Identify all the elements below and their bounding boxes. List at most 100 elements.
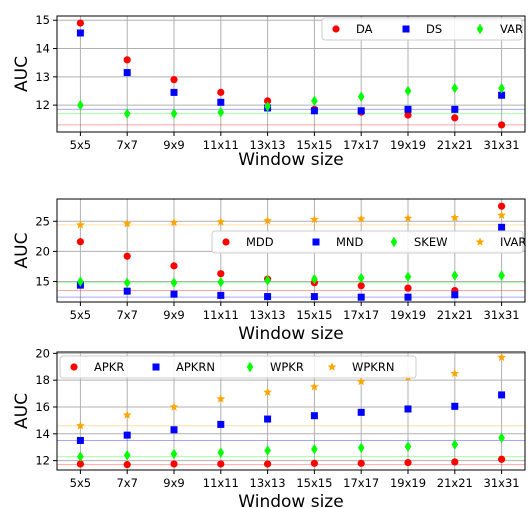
x-axis-label: Window size [238,324,343,344]
data-point-mnd [404,293,412,301]
data-point-mnd [310,293,318,301]
x-tick-label: 9x9 [163,308,184,322]
x-tick-label: 21x21 [437,308,473,322]
data-point-ds [451,105,459,113]
x-tick-label: 21x21 [437,476,473,490]
data-point-ivar [310,214,319,224]
data-point-da [451,114,459,122]
data-point-skew [123,277,131,288]
data-point-wpkr [357,442,365,454]
legend-box [59,355,417,379]
y-tick-label: 18 [35,373,50,387]
data-point-apkr [170,460,178,468]
data-point-ds [170,88,178,96]
legend: DA DS VAR [321,17,523,41]
data-point-skew [217,276,225,288]
data-point-wpkr [404,441,412,452]
legend-marker-wpkr [246,361,254,373]
legend-marker-ivar [475,237,485,246]
data-point-mdd [498,202,506,210]
data-point-apkr [498,455,506,463]
data-point-apkr [310,459,318,467]
x-tick-label: 15x15 [296,308,332,322]
data-point-mnd [357,293,365,301]
legend-marker-ds [402,25,410,33]
data-point-wpkr [498,432,505,444]
data-point-var [170,108,178,119]
data-point-var [498,82,505,94]
data-point-apkr [217,460,225,468]
data-point-apkrn [76,437,84,444]
data-point-ivar [122,219,132,228]
data-point-wpkr [451,439,459,450]
y-tick-label: 15 [35,13,50,27]
legend-marker-var [476,23,484,35]
data-point-skew [498,270,505,281]
data-point-var [404,85,412,97]
data-point-var [264,101,271,112]
data-point-apkrn [357,408,365,416]
data-point-wpkrn [76,421,85,430]
data-point-apkrn [217,420,225,428]
legend-label-skew: SKEW [414,235,447,249]
data-point-mdd [404,284,412,292]
data-point-wpkrn [122,410,132,419]
data-point-mnd [170,290,178,298]
legend-label-wpkr: WPKR [270,360,304,374]
chart-panel-3: 5x5 7x7 9x9 11x11 13x13 15x15 17x17 19x19 21x21 3… [12,346,526,508]
x-tick-label: 5x5 [70,138,91,152]
x-axis-label: Window size [238,492,343,508]
data-point-wpkrn [310,382,319,391]
data-point-var [217,106,225,118]
legend-label-var: VAR [500,22,523,36]
x-tick-label: 7x7 [116,308,137,322]
data-point-skew [264,275,271,286]
data-point-wpkr [123,450,131,461]
y-tick-label: 13 [35,70,50,84]
x-tick-label: 9x9 [163,138,184,152]
data-point-wpkr [217,447,225,458]
data-point-ds [310,107,318,115]
data-point-mdd [357,282,365,290]
data-point-ivar [76,220,85,229]
x-tick-label: 19x19 [390,308,426,322]
data-point-ivar [356,214,366,223]
x-tick-label: 19x19 [390,476,426,490]
data-point-mdd [123,252,131,260]
data-point-wpkrn [263,387,272,396]
data-point-wpkr [311,444,318,455]
legend-box [321,17,523,41]
legend-label-mnd: MND [336,235,364,249]
y-tick-label: 16 [35,400,50,414]
data-point-mnd [123,287,131,295]
data-point-wpkrn [216,394,226,403]
legend-marker-apkrn [152,363,160,371]
x-tick-label: 13x13 [250,308,286,322]
y-tick-label: 25 [35,214,50,228]
data-point-apkrn [498,391,506,399]
data-point-wpkr [264,445,271,456]
data-point-ivar [497,210,506,219]
y-axis-label: AUC [12,233,32,269]
data-point-mdd [76,238,84,246]
data-point-ivar [216,217,226,226]
data-point-mnd [498,223,506,231]
data-point-ds [357,107,365,115]
data-point-da [170,76,178,84]
y-tick-label: 15 [35,275,50,289]
y-axis-label: AUC [12,393,32,429]
legend-label-mdd: MDD [246,235,274,249]
data-point-da [264,97,272,105]
x-tick-label: 17x17 [343,308,379,322]
data-point-ds [404,105,412,113]
data-point-mdd [217,270,225,278]
data-point-ds [217,98,225,106]
legend-label-da: DA [356,22,373,36]
data-point-ivar [169,217,179,227]
y-axis-label: AUC [12,56,32,92]
data-point-apkrn [123,431,131,439]
data-point-ivar [263,216,272,225]
data-point-wpkr [170,448,178,460]
data-point-skew [170,277,178,288]
data-point-apkrn [451,402,459,410]
